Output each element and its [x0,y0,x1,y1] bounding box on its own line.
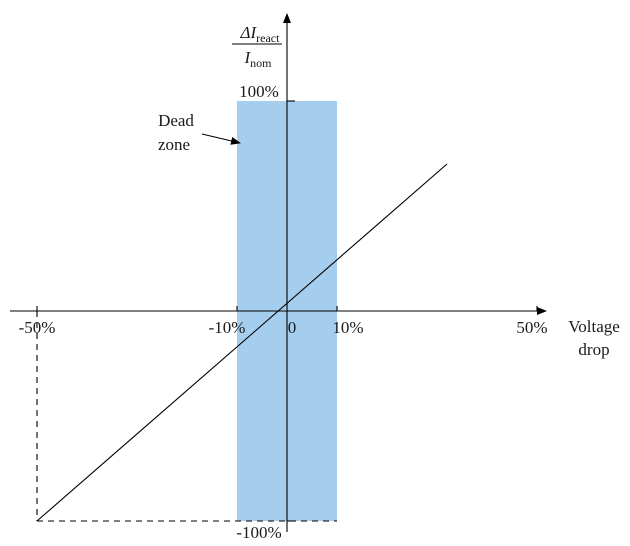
y-tick-marks [287,100,295,522]
y-axis-label-numerator: ΔIreact [240,23,281,45]
xtick-zero-label: 0 [288,318,297,337]
x-tick-labels: -50% -10% 0 10% 50% [19,318,548,337]
ytick-neg100-label: -100% [236,523,281,542]
dead-zone-label-line1: Dead [158,111,194,130]
y-tick-labels: 100% -100% [236,82,281,542]
xtick-pos50-label: 50% [516,318,547,337]
xtick-pos10-label: 10% [332,318,363,337]
characteristic-line [36,163,448,522]
xtick-neg10-label: -10% [209,318,246,337]
x-tick-marks [36,306,538,311]
ytick-pos100-label: 100% [239,82,279,101]
xtick-neg50-label: -50% [19,318,56,337]
dead-zone-pointer-arrow [201,133,241,145]
x-axis-label-line1: Voltage [568,317,620,336]
x-axis-label-line2: drop [578,340,609,359]
y-axis-label-denominator: Inom [243,48,272,70]
dead-zone-label-line2: zone [158,135,190,154]
